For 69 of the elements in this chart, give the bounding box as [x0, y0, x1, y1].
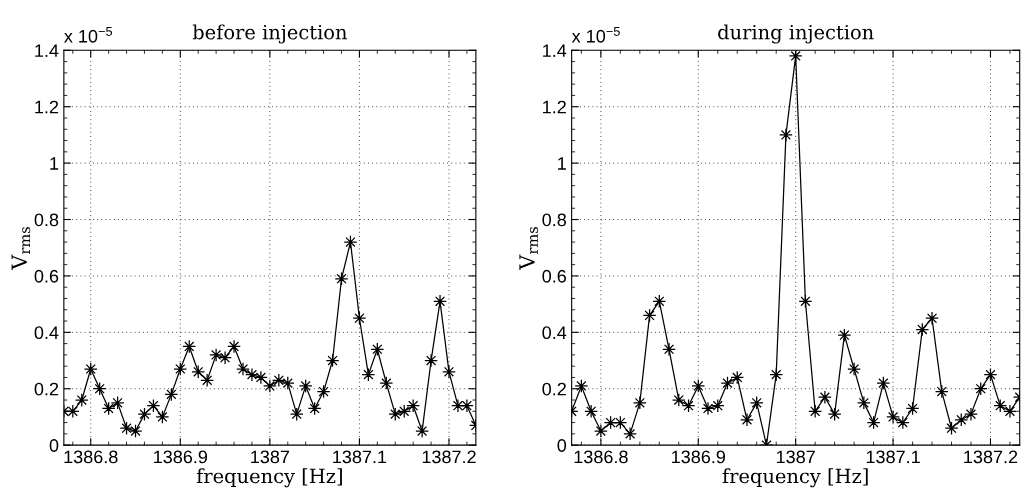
y-tick-label: 0.2 — [34, 382, 59, 396]
point — [379, 376, 394, 390]
point — [209, 348, 223, 362]
point — [433, 294, 447, 309]
point — [451, 398, 465, 413]
y-tick-label: 0.4 — [34, 326, 59, 340]
point — [720, 376, 735, 390]
x-tick-label: 1387 — [251, 450, 290, 464]
chart-title: before injection — [192, 24, 347, 44]
x-axis-title: frequency [Hz] — [722, 468, 868, 488]
point — [424, 353, 438, 368]
text: x 10$^{−5}$ — [64, 27, 113, 43]
point — [574, 379, 589, 393]
point — [227, 339, 241, 354]
y-tick-label: 0.4 — [542, 326, 567, 340]
x-tick-label: 1386.9 — [154, 450, 208, 464]
point — [876, 376, 891, 390]
point — [1003, 404, 1017, 419]
point — [701, 401, 715, 416]
y-tick-label: 0 — [49, 439, 59, 452]
point — [779, 128, 793, 142]
point — [343, 235, 358, 249]
x-tick-label: 1387.2 — [964, 450, 1018, 464]
point — [847, 362, 861, 376]
y-tick-label: 0.2 — [542, 382, 566, 396]
point — [173, 362, 188, 376]
point — [925, 311, 939, 326]
point — [298, 379, 313, 393]
y-tick-label: 1.4 — [35, 44, 59, 57]
y-tick-label: 0.8 — [542, 213, 567, 227]
point — [740, 412, 754, 427]
y-tick-label: 0.6 — [542, 269, 566, 283]
y-tick-label: 1.2 — [543, 100, 566, 114]
point — [460, 398, 474, 413]
point — [74, 393, 89, 407]
point — [254, 370, 268, 385]
y-tick-label: 1.4 — [543, 44, 567, 57]
point — [662, 342, 676, 357]
point — [442, 364, 456, 379]
y-tick-label: 1.2 — [35, 100, 59, 114]
x-tick-label: 1386.8 — [574, 450, 628, 464]
point — [788, 50, 803, 63]
chart-title: during injection — [718, 24, 874, 44]
point — [671, 393, 686, 407]
point — [128, 424, 143, 438]
point — [886, 410, 900, 424]
x-tick-label: 1387.2 — [422, 450, 476, 464]
point — [691, 379, 706, 393]
y-tick-label: 0.6 — [34, 269, 59, 283]
point — [155, 410, 170, 424]
y-tick-label: 0.8 — [34, 213, 59, 227]
y-axis-title: V$_{rms}$ — [519, 227, 539, 271]
x-axis-title: frequency [Hz] — [196, 468, 342, 488]
x-tick-label: 1386.9 — [672, 450, 726, 464]
text: x 10$^{−5}$ — [571, 27, 620, 43]
y-axis-title: V$_{rms}$ — [11, 227, 31, 271]
point — [280, 376, 295, 390]
y-tick-label: 0 — [557, 439, 567, 452]
y-tick-label: 1 — [50, 157, 59, 170]
point — [415, 424, 429, 438]
x-tick-label: 1387 — [776, 450, 815, 464]
x-tick-label: 1386.8 — [64, 450, 118, 464]
y-tick-label: 1 — [558, 157, 566, 170]
point — [218, 350, 232, 365]
point — [83, 362, 98, 376]
point — [245, 367, 259, 382]
point — [964, 407, 978, 422]
x-tick-label: 1387.1 — [333, 450, 387, 464]
x-tick-label: 1387.1 — [866, 450, 920, 464]
